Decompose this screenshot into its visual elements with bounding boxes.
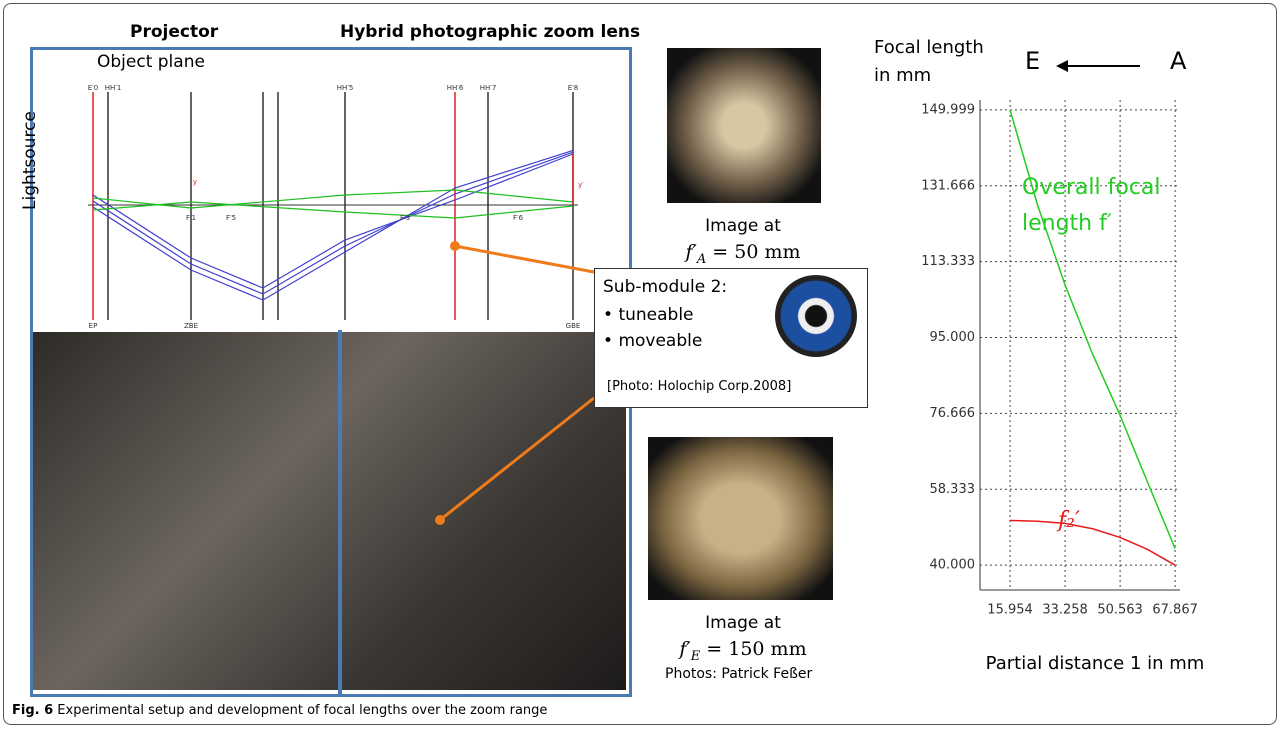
y-tick-label: 149.999 [921, 102, 975, 117]
diagram-label: EP [89, 322, 98, 330]
caption: Image at f′E = 150 mm [648, 610, 838, 670]
formula: f′A = 50 mm [648, 239, 838, 273]
callout-item: • tuneable [603, 305, 694, 325]
diagram-label: E′0 [88, 84, 98, 92]
direction-label: E [1025, 47, 1040, 75]
diagram-label: F′5 [226, 214, 236, 222]
axis-title: Lightsource [20, 111, 40, 210]
direction-label: A [1170, 47, 1187, 75]
symbol: f′ [679, 638, 691, 660]
item: tuneable [618, 305, 694, 325]
diagram-label: F′1 [186, 214, 196, 222]
caption: Fig. 6 Experimental setup and developmen… [12, 703, 547, 718]
diagram-label: ZBE [184, 322, 198, 330]
image-a-photo [667, 48, 821, 203]
series-line [1010, 519, 1176, 566]
arrow-head [1056, 60, 1068, 72]
diagram-bg [33, 50, 623, 330]
diagram-label: E′8 [568, 84, 578, 92]
y-tick-label: 131.666 [921, 178, 975, 193]
photo-credit: Photos: Patrick Feßer [665, 666, 813, 682]
chart: 40.000 58.333 76.666 95.000 113.333 131.666 14… [874, 37, 1205, 674]
x-tick-label: 15.954 [987, 603, 1033, 618]
caption-label: Fig. 6 [12, 703, 54, 718]
diagram-label: HH′1 [105, 84, 122, 92]
axis-title: Focal length [874, 37, 984, 58]
image-title: Image at [705, 216, 781, 236]
y-tick-label: 95.000 [930, 330, 976, 345]
image-e-photo [648, 437, 833, 600]
diagram-label: y′ [578, 181, 584, 189]
series-label: Overall focal length f′ [1022, 175, 1161, 236]
y-tick-label: 58.333 [930, 482, 976, 497]
axis-title: Partial distance 1 in mm [986, 653, 1205, 674]
caption-text: Experimental setup and development of fo… [57, 703, 548, 718]
diagram-label: F′6 [513, 214, 524, 222]
y-tick-label: 76.666 [930, 406, 976, 421]
ray-diagram: E′0 HH′1 HH′5 HH′6 HH′7 E′8 EP ZBE GBE F′1 F′5 F′3 F… [33, 50, 623, 330]
diagram-label: HH′5 [337, 84, 354, 92]
ray [92, 201, 574, 219]
ray [92, 149, 574, 301]
diagram-label: HH′7 [480, 84, 497, 92]
diagram-label: y [193, 178, 197, 186]
callout-title: Sub-module 2: [603, 277, 728, 297]
lens-photo [775, 275, 857, 357]
x-tick-label: 67.867 [1152, 603, 1198, 618]
callout-credit: [Photo: Holochip Corp.2008] [607, 379, 792, 394]
formula-rest: = 50 mm [706, 241, 801, 263]
heading: Hybrid photographic zoom lens [340, 22, 641, 42]
ray [92, 151, 574, 295]
figure-border [3, 3, 1277, 725]
caption: Image at f′A = 50 mm [648, 213, 838, 273]
axis-title: in mm [874, 65, 931, 86]
x-tick-label: 33.258 [1042, 603, 1088, 618]
symbol: f′ [685, 241, 697, 263]
diagram-label: HH′6 [447, 84, 464, 92]
x-tick-label: 50.563 [1097, 603, 1143, 618]
diagram-label: F′3 [400, 214, 410, 222]
series-label: f₂′ [1058, 508, 1080, 533]
diagram-title: Object plane [97, 52, 205, 72]
callout: Sub-module 2: • tuneable • moveable [Pho… [594, 268, 868, 408]
item: moveable [618, 331, 703, 351]
formula-rest: = 150 mm [700, 638, 807, 660]
series-line [1009, 109, 1176, 549]
heading: Projector [130, 22, 219, 42]
y-tick-label: 40.000 [930, 558, 976, 573]
image-title: Image at [705, 613, 781, 633]
formula: f′E = 150 mm [648, 636, 838, 670]
subscript: A [696, 251, 707, 267]
y-tick-label: 113.333 [921, 254, 975, 269]
subscript: E [690, 648, 701, 664]
diagram-label: GBE [566, 322, 581, 330]
callout-item: • moveable [603, 331, 703, 351]
